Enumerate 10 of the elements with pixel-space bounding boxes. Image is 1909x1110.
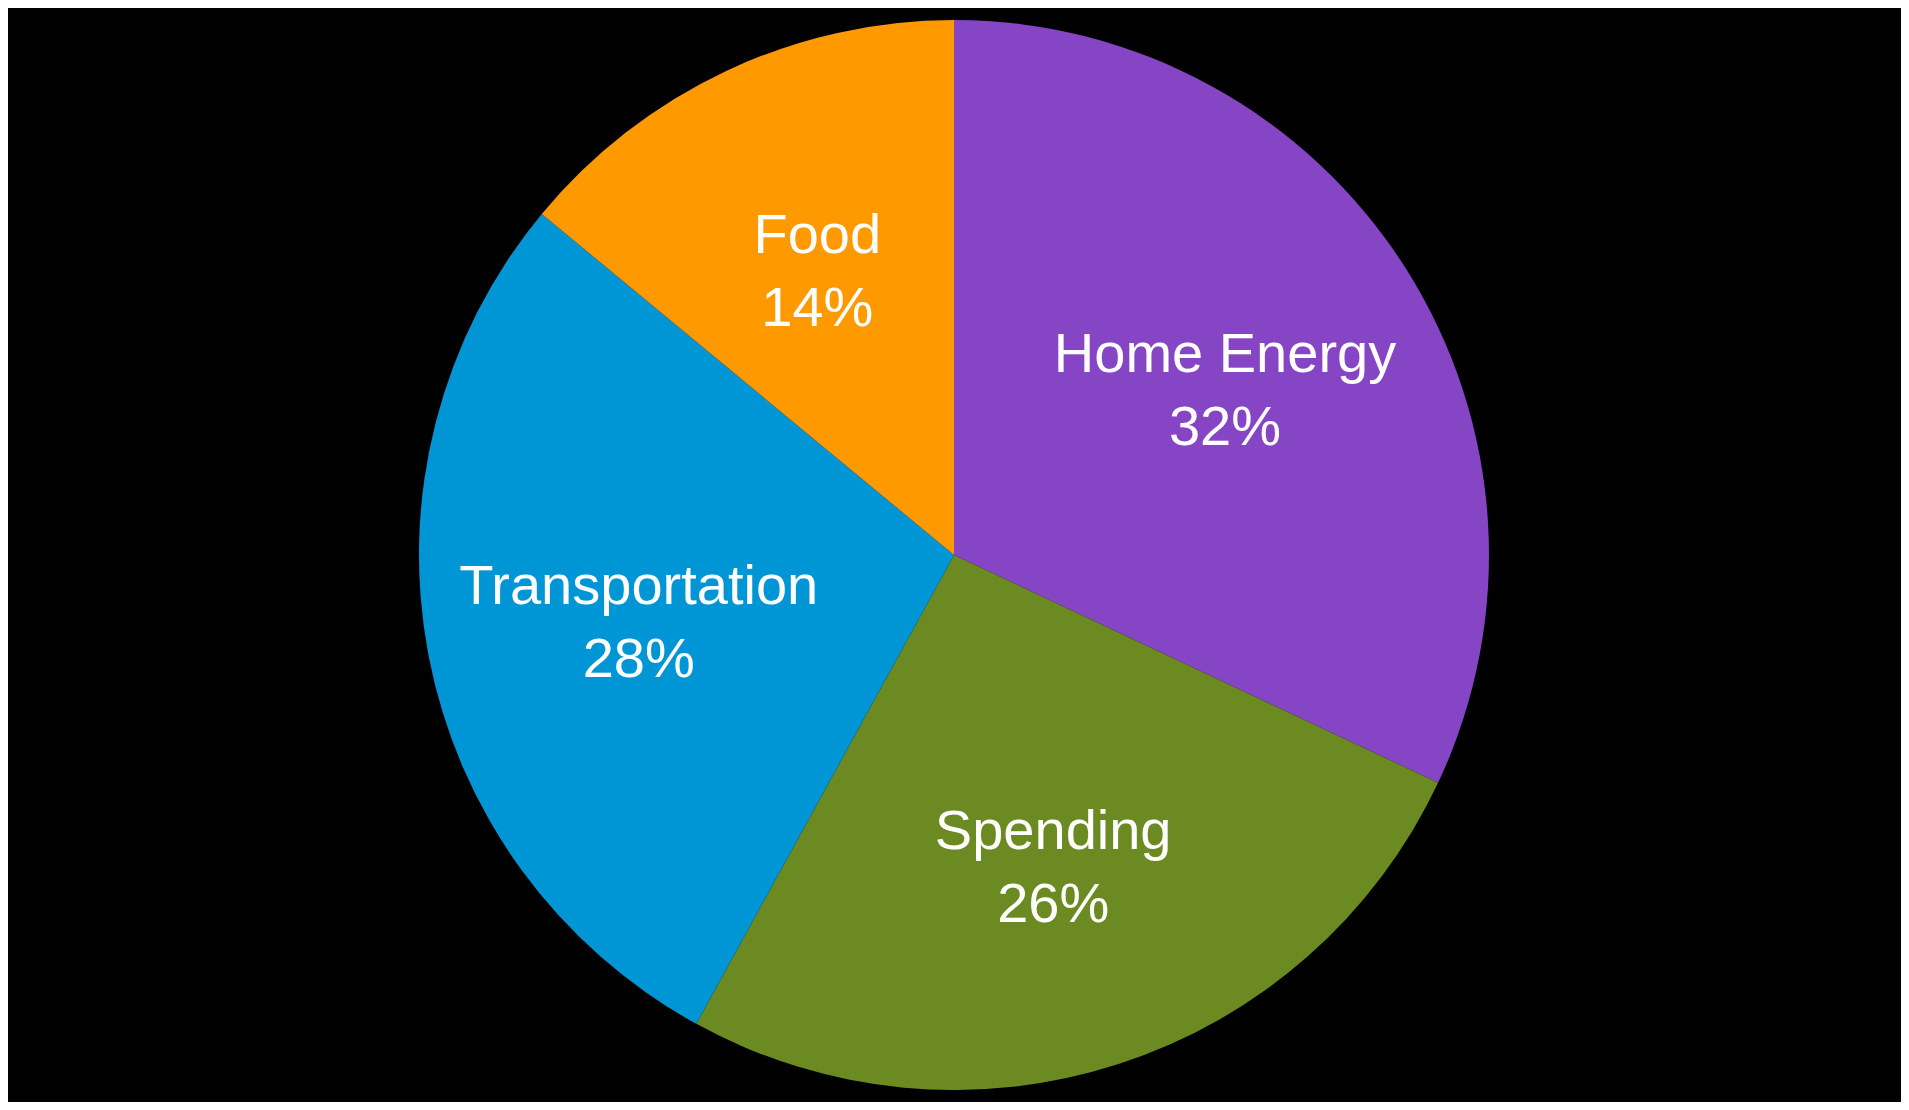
slice-label: Transportation: [459, 552, 819, 616]
pie-slice: [541, 20, 954, 555]
slice-label: Spending: [934, 798, 1172, 862]
slice-label: Food: [753, 202, 882, 266]
data-label: 32%: [1168, 393, 1282, 457]
pie-slice: [954, 20, 1488, 783]
data-label: 28%: [582, 625, 695, 689]
data-label: 14%: [761, 275, 874, 339]
data-label: 26%: [997, 870, 1110, 934]
slice-label: Home Energy: [1053, 320, 1397, 384]
